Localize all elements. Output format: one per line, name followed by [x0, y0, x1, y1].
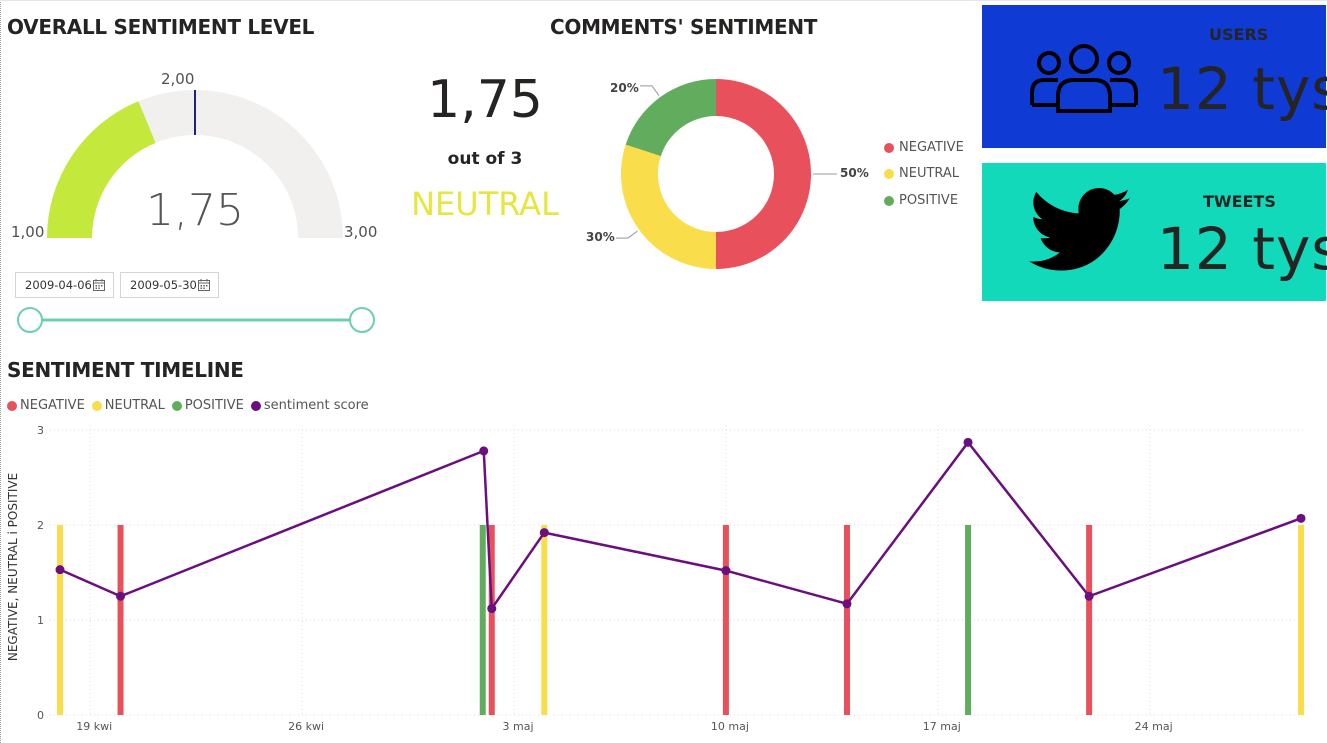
tweets-value: 12 tys. — [1157, 215, 1327, 283]
sentiment-timeline-chart[interactable]: 0 1 2 3 19 kwi 26 kwi 3 maj 10 maj 17 maj 24 maj — [0, 415, 1327, 743]
legend-dot-negative — [884, 142, 894, 153]
page-top-border — [0, 0, 1327, 2]
twitter-bird-icon — [1029, 188, 1131, 271]
timeline-legend-score[interactable]: sentiment score — [250, 398, 369, 413]
users-icon — [1030, 44, 1138, 113]
sentiment-score-point[interactable] — [487, 604, 497, 614]
users-value: 12 tys. — [1157, 55, 1327, 123]
bar-negative[interactable] — [488, 525, 495, 715]
gauge-min-label: 1,00 — [11, 223, 45, 241]
bar-negative[interactable] — [722, 525, 729, 715]
bar-positive[interactable] — [965, 525, 972, 715]
sentiment-score-point[interactable] — [842, 599, 852, 609]
bar-negative[interactable] — [843, 525, 850, 715]
donut-legend-neutral[interactable]: NEUTRAL — [884, 166, 959, 181]
sentiment-score-point[interactable] — [963, 437, 973, 447]
start-date-input[interactable]: 2009-04-06 — [15, 272, 114, 298]
legend-dot-negative — [7, 400, 17, 411]
comments-sentiment-donut[interactable] — [570, 70, 870, 280]
calendar-icon[interactable] — [93, 279, 105, 291]
gauge-title: OVERALL SENTIMENT LEVEL — [7, 15, 315, 39]
users-label: USERS — [1209, 25, 1269, 44]
legend-dot-positive — [171, 400, 182, 411]
timeline-title: SENTIMENT TIMELINE — [7, 358, 244, 382]
calendar-icon[interactable] — [198, 279, 210, 291]
donut-label-positive: 20% — [610, 81, 639, 95]
end-date-input[interactable]: 2009-05-30 — [120, 272, 219, 298]
donut-slice-neutral[interactable] — [621, 144, 716, 269]
slider-end-handle[interactable] — [349, 307, 375, 333]
tweets-label: TWEETS — [1203, 192, 1276, 211]
sentiment-score-point[interactable] — [1084, 591, 1094, 601]
date-range-slider[interactable] — [15, 305, 380, 337]
slider-start-handle[interactable] — [17, 307, 43, 333]
y-tick-label: 1 — [37, 614, 44, 627]
gauge-value: 1,75 — [146, 185, 244, 236]
x-tick-label: 19 kwi — [76, 720, 112, 733]
donut-slice-negative[interactable] — [716, 79, 811, 269]
legend-dot-neutral — [91, 400, 102, 411]
donut-title: COMMENTS' SENTIMENT — [550, 15, 818, 39]
donut-label-negative: 50% — [840, 166, 869, 180]
legend-label: NEUTRAL — [104, 398, 165, 413]
donut-legend-negative[interactable]: NEGATIVE — [884, 140, 964, 155]
sentiment-score-point[interactable] — [55, 565, 65, 575]
start-date-text: 2009-04-06 — [25, 278, 92, 292]
legend-label: POSITIVE — [184, 398, 244, 413]
x-tick-label: 10 maj — [711, 720, 749, 733]
y-tick-label: 2 — [37, 519, 44, 532]
legend-label: NEGATIVE — [899, 140, 964, 155]
bar-negative[interactable] — [1086, 525, 1093, 715]
donut-leader-line — [615, 230, 638, 239]
legend-dot-positive — [884, 195, 894, 206]
legend-label: sentiment score — [263, 398, 369, 413]
donut-label-neutral: 30% — [586, 230, 615, 244]
sentiment-score-line — [59, 441, 1302, 610]
gauge-fill — [47, 101, 156, 238]
donut-slice-positive[interactable] — [625, 79, 716, 157]
sentiment-score-point[interactable] — [1296, 513, 1306, 523]
sentiment-gauge[interactable] — [30, 70, 360, 245]
bar-neutral[interactable] — [541, 525, 548, 715]
gauge-target-label: 2,00 — [161, 70, 195, 88]
x-tick-label: 26 kwi — [288, 720, 324, 733]
timeline-legend-positive[interactable]: POSITIVE — [171, 398, 244, 413]
x-tick-label: 17 maj — [923, 720, 961, 733]
y-tick-label: 3 — [37, 424, 44, 437]
sentiment-score-point[interactable] — [721, 566, 731, 576]
sentiment-score-point[interactable] — [116, 591, 126, 601]
timeline-legend: NEGATIVE NEUTRAL POSITIVE sentiment scor… — [7, 398, 376, 413]
legend-label: NEUTRAL — [899, 166, 960, 181]
sentiment-score-point[interactable] — [539, 528, 549, 538]
x-tick-label: 3 maj — [503, 720, 534, 733]
gauge-max-label: 3,00 — [344, 223, 378, 241]
score-status: NEUTRAL — [411, 185, 559, 223]
x-tick-label: 24 maj — [1135, 720, 1173, 733]
score-value: 1,75 — [427, 70, 543, 130]
legend-label: POSITIVE — [899, 193, 959, 208]
users-card[interactable]: USERS 12 tys. — [982, 5, 1327, 148]
bar-positive[interactable] — [479, 525, 486, 715]
page-border — [0, 0, 2, 743]
tweets-card[interactable]: TWEETS 12 tys. — [982, 163, 1327, 301]
timeline-legend-negative[interactable]: NEGATIVE — [7, 398, 85, 413]
legend-dot-neutral — [884, 168, 894, 179]
score-subtitle: out of 3 — [447, 149, 523, 169]
donut-leader-line — [639, 85, 660, 96]
sentiment-score-point[interactable] — [479, 446, 489, 456]
legend-label: NEGATIVE — [20, 398, 85, 413]
end-date-text: 2009-05-30 — [130, 278, 197, 292]
bar-negative[interactable] — [117, 525, 124, 715]
bar-neutral[interactable] — [1298, 525, 1304, 715]
timeline-legend-neutral[interactable]: NEUTRAL — [91, 398, 165, 413]
bar-neutral[interactable] — [57, 525, 63, 715]
y-tick-label: 0 — [37, 709, 44, 722]
legend-dot-score — [250, 400, 261, 411]
donut-legend-positive[interactable]: POSITIVE — [884, 193, 958, 208]
